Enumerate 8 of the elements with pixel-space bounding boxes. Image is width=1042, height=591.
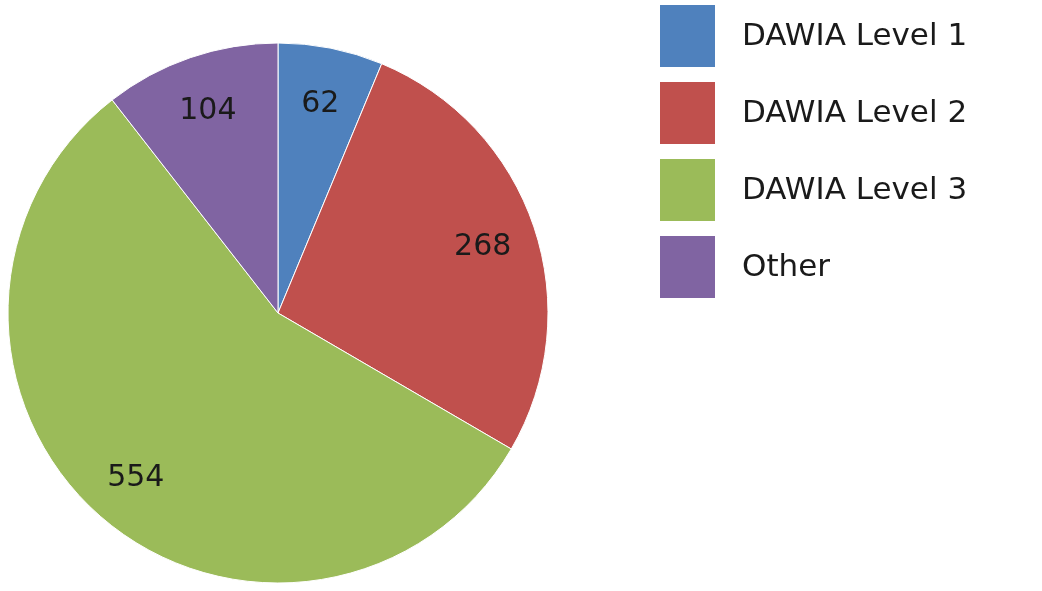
legend-label: DAWIA Level 2 bbox=[742, 93, 968, 129]
data-label: 104 bbox=[179, 91, 237, 127]
data-label: 62 bbox=[301, 83, 340, 119]
legend-label: DAWIA Level 1 bbox=[742, 16, 968, 52]
data-label: 554 bbox=[107, 458, 165, 494]
legend-label: Other bbox=[742, 247, 831, 283]
data-label: 268 bbox=[454, 226, 512, 262]
legend-label: DAWIA Level 3 bbox=[742, 170, 968, 206]
